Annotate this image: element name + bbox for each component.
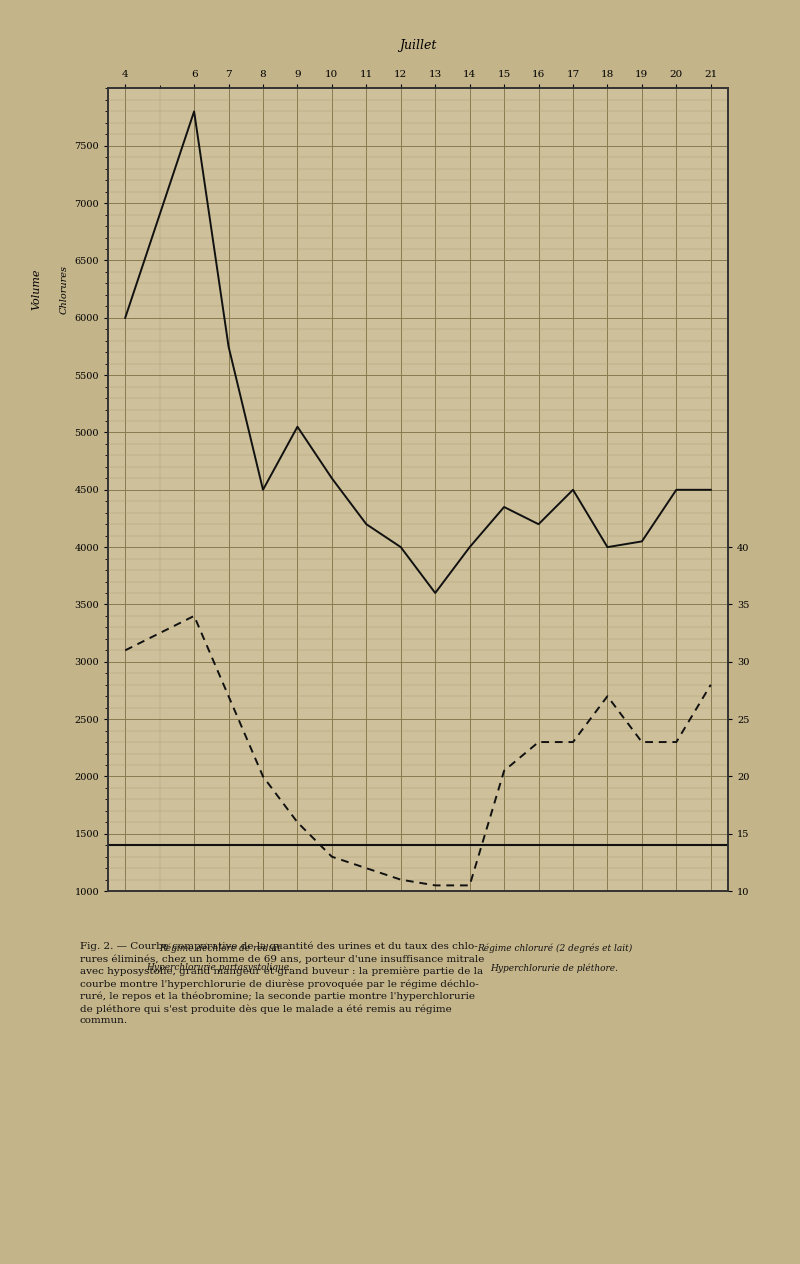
Text: Fig. 2. — Courbe comparative de la quantité des urines et du taux des chlo-
rure: Fig. 2. — Courbe comparative de la quant… <box>80 942 484 1025</box>
Text: Hyperchlorurie partasystolique.: Hyperchlorurie partasystolique. <box>146 963 293 972</box>
Text: Chlorures: Chlorures <box>59 264 69 313</box>
Text: Régime déchlore de réduit: Régime déchlore de réduit <box>158 943 281 953</box>
Text: Hyperchlorurie de pléthore.: Hyperchlorurie de pléthore. <box>490 963 618 973</box>
Text: Régime chloruré (2 degrés et lait): Régime chloruré (2 degrés et lait) <box>477 943 632 953</box>
Text: Volume: Volume <box>31 268 41 310</box>
Text: Juillet: Juillet <box>399 39 437 52</box>
